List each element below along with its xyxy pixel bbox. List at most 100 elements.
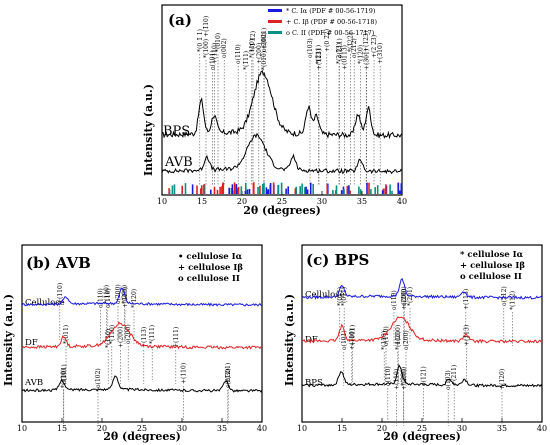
reference-bar: [213, 186, 216, 194]
reference-bar: [245, 182, 247, 194]
peak-label: +(200): [256, 43, 263, 64]
xrd-trace-cellulose: [301, 277, 543, 300]
reference-bar: [257, 187, 259, 194]
peak-label: o(212): [225, 368, 232, 388]
x-tick-label: 10: [297, 424, 307, 433]
panel-b-traces: [21, 287, 263, 393]
reference-bar: [191, 184, 194, 194]
x-tick-label: 10: [17, 424, 27, 433]
reference-bar: [203, 184, 205, 194]
reference-bar: [237, 186, 240, 194]
peak-label: *(1̄ 1̄2): [250, 31, 257, 52]
peak-label: +(110): [181, 363, 188, 384]
reference-bar: [266, 190, 268, 194]
peak-label: +(200): [117, 327, 124, 348]
xrd-trace-bps: [161, 70, 403, 140]
peak-label: o(101): [61, 364, 68, 384]
legend-entry: * C. Iα (PDF # 00-56-1719): [286, 7, 376, 15]
reference-bar: [304, 187, 306, 194]
reference-bar: [210, 189, 212, 194]
reference-bar: [259, 185, 261, 194]
peak-label: o(101): [210, 50, 217, 70]
peak-label: *(011): [341, 287, 348, 306]
peak-label: o(121): [421, 366, 428, 386]
reference-bar: [200, 188, 202, 194]
peak-label: *(201): [407, 287, 414, 306]
peak-label: o(212): [501, 286, 508, 306]
reference-bar: [246, 189, 249, 194]
reference-bar: [397, 182, 399, 194]
peak-label: o(212): [351, 38, 358, 58]
peak-label: +(113): [141, 327, 148, 348]
reference-bar: [233, 182, 236, 194]
reference-bar: [374, 187, 376, 194]
reference-bar: [309, 182, 312, 194]
x-tick-label: 35: [497, 424, 507, 433]
peak-label: *(010) +(021): [261, 28, 268, 70]
peak-label: *(110): [104, 285, 111, 304]
reference-bar: [368, 182, 370, 194]
reference-bar: [348, 185, 350, 194]
reference-bar: [277, 190, 279, 194]
panel-b-series-avb-label: AVB: [24, 378, 43, 388]
peak-label: +(113): [316, 49, 323, 70]
peak-label: *(110): [395, 331, 402, 350]
reference-bar: [295, 186, 298, 194]
peak-label: +(0113): [341, 45, 348, 70]
panel-b-series-df-label: DF: [25, 338, 38, 348]
reference-bar: [261, 184, 264, 194]
legend-entry: o cellulose II: [460, 272, 522, 282]
x-tick-label: 15: [337, 424, 347, 433]
reference-bar: [384, 188, 386, 194]
reference-bar: [272, 182, 275, 194]
peak-label: *(010): [215, 33, 222, 52]
reference-bar: [299, 186, 301, 194]
peak-label: +(200): [401, 289, 408, 310]
reference-bar: [235, 184, 238, 194]
x-tick-label: 40: [397, 197, 407, 206]
peak-label: o(103): [307, 38, 314, 58]
peak-label: *(110): [249, 39, 256, 58]
peak-label: o(002): [221, 38, 228, 58]
panel-c-xlabel: 2θ (degrees): [383, 430, 461, 443]
x-tick-label: 40: [537, 424, 547, 433]
reference-bar: [370, 189, 372, 194]
peak-label: *(2 1̄3): [336, 43, 343, 64]
panel-b-xlabel: 2θ (degrees): [103, 430, 181, 443]
legend-entry: + cellulose Iβ: [460, 261, 525, 271]
peak-label: *(110): [109, 325, 116, 344]
panel-a-legend: * C. Iα (PDF # 00-56-1719) + C. Iβ (PDF #…: [268, 7, 377, 37]
panel-b: (b) AVB 2θ (degrees) Intensity (a.u.) • …: [2, 244, 267, 443]
peak-label: *(110): [381, 331, 388, 350]
panel-c-traces: [301, 277, 543, 388]
xrd-trace-df: [301, 316, 543, 344]
reference-bar: [340, 190, 343, 194]
reference-bar: [305, 186, 307, 194]
reference-bar: [285, 188, 287, 194]
x-tick-label: 30: [177, 424, 187, 433]
reference-bar: [389, 184, 391, 194]
x-tick-label: 15: [57, 424, 67, 433]
reference-bar: [252, 183, 255, 194]
reference-bar: [306, 189, 309, 194]
x-tick-label: 30: [457, 424, 467, 433]
peak-label: o(200): [261, 32, 268, 52]
legend-entry: + C. Iβ (PDF # 00-56-1718): [286, 18, 377, 26]
peak-label: o(110): [97, 288, 104, 308]
reference-bar: [216, 189, 219, 194]
panel-c-peak-labels: *(011) o(110) o(200)+(200) *(201) +(113) o(21…: [337, 286, 516, 426]
reference-bar: [376, 185, 379, 194]
peak-label: +(123): [363, 31, 370, 52]
panel-a-traces: [161, 70, 403, 175]
reference-bar: [173, 184, 176, 194]
xrd-trace-cellulose: [21, 287, 263, 307]
legend-entry: + cellulose Iβ: [178, 263, 243, 273]
peak-label: o(110): [383, 326, 390, 346]
reference-bar: [184, 183, 187, 194]
x-tick-label: 30: [317, 197, 327, 206]
legend-entry: o C. II (PDF # 00-56-1717): [286, 29, 375, 37]
reference-bar: [400, 183, 403, 194]
peak-label: *(1̄22): [348, 33, 355, 52]
peak-label: *(0 1̄ 1): [197, 29, 204, 52]
x-tick-label: 40: [257, 424, 267, 433]
